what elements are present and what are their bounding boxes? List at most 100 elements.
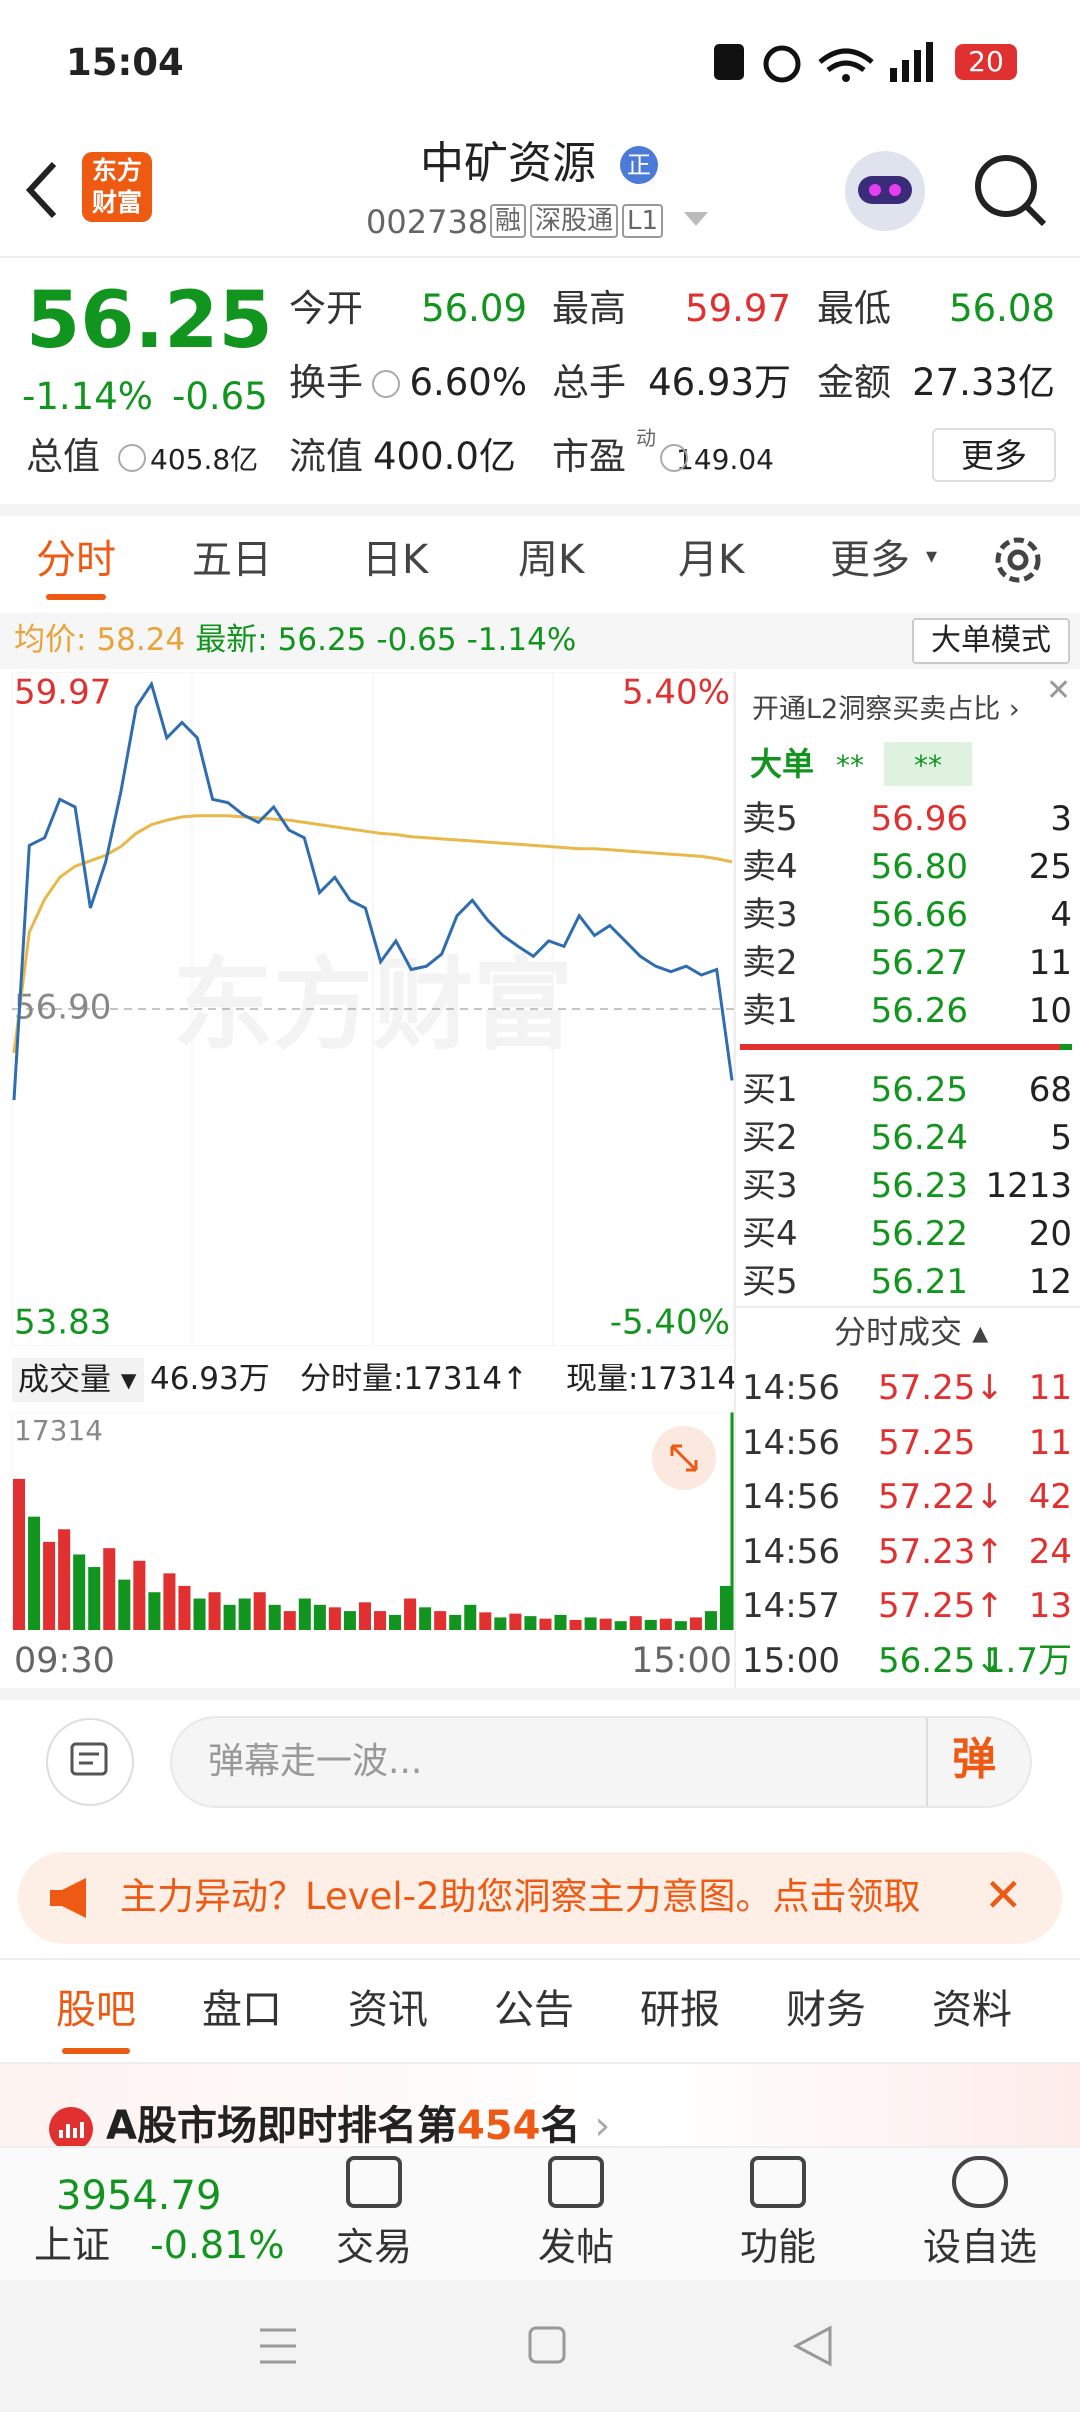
l2-link[interactable]: 开通L2洞察买卖占比 ›	[752, 694, 1020, 725]
section-tab[interactable]: 财务	[786, 1987, 866, 2033]
promo-banner[interactable]	[18, 1852, 1062, 1944]
period-tab[interactable]: 更多	[830, 537, 910, 583]
field-value: 149.04	[676, 443, 774, 476]
y-tick-label: 56.90	[14, 988, 111, 1028]
avg-label: 均价:	[14, 622, 87, 658]
volume-bar	[238, 1598, 251, 1630]
volume-bar	[464, 1604, 477, 1630]
promo-close[interactable]: ✕	[984, 1868, 1023, 1922]
volume-bar	[358, 1602, 371, 1630]
volume-bar	[434, 1611, 447, 1630]
info-icon	[372, 370, 400, 398]
book-divider	[740, 1044, 1072, 1050]
comment-settings[interactable]	[46, 1718, 134, 1806]
megaphone	[50, 1878, 86, 1918]
volume-bar	[509, 1613, 522, 1630]
field-value: 6.60%	[409, 361, 527, 404]
volume-label: 成交量	[18, 1362, 111, 1398]
book-price: 56.66	[870, 895, 968, 935]
book-price: 56.22	[870, 1214, 968, 1254]
rank-prefix: A股市场即时排名第	[106, 2103, 457, 2149]
book-price: 56.96	[870, 799, 968, 839]
volume-bar	[689, 1617, 702, 1630]
section-tab[interactable]: 公告	[494, 1987, 574, 2033]
trade-time: 14:56	[742, 1422, 840, 1463]
volume-bar	[223, 1604, 236, 1630]
period-tab[interactable]: 五日	[192, 537, 272, 583]
section-tab[interactable]: 资讯	[348, 1987, 428, 2033]
info-icon	[118, 444, 146, 472]
period-tab[interactable]: 分时	[36, 537, 116, 583]
book-label: 买2	[742, 1118, 798, 1158]
book-volume: 3	[1050, 799, 1072, 839]
nav-item[interactable]: 发帖	[537, 2225, 615, 2269]
rank[interactable]: A股市场即时排名第454名 ›	[106, 2103, 611, 2149]
field-label: 换手	[289, 361, 363, 404]
book-label: 买4	[742, 1214, 798, 1254]
section-tab[interactable]: 研报	[640, 1987, 720, 2033]
period-tab[interactable]: 日K	[362, 537, 429, 583]
volume-bar	[268, 1604, 281, 1630]
book-label: 卖3	[742, 895, 798, 935]
search-button[interactable]	[972, 152, 1048, 228]
average-line	[12, 814, 733, 1054]
nav-item[interactable]: 交易	[335, 2225, 413, 2269]
book-label: 买5	[742, 1262, 798, 1302]
status-icons	[714, 42, 933, 83]
field-value: 56.08	[949, 287, 1055, 330]
big-order-1: **	[836, 749, 864, 782]
avg: 58.24	[96, 622, 186, 658]
book-price: 56.21	[870, 1262, 968, 1302]
status-time: 15:04	[66, 41, 184, 84]
volume-bar	[208, 1592, 221, 1630]
book-label: 卖2	[742, 943, 798, 983]
volume-bar	[343, 1611, 356, 1630]
period-tab[interactable]: 周K	[518, 537, 585, 583]
dropdown[interactable]	[684, 212, 708, 228]
danmaku-button[interactable]: 弹	[952, 1734, 996, 1785]
book-volume: 5	[1050, 1118, 1072, 1158]
field-label: 总手	[552, 361, 626, 404]
section-tab[interactable]: 盘口	[202, 1987, 282, 2033]
trades-title: 分时成交 ▴	[834, 1313, 989, 1351]
section-tab[interactable]: 股吧	[56, 1987, 136, 2033]
section-tab[interactable]: 资料	[932, 1987, 1012, 2033]
app-logo[interactable]: 东方财富	[82, 152, 152, 222]
change-pct: -1.14%	[22, 375, 153, 418]
system-nav	[0, 2280, 1080, 2412]
mode-button[interactable]: 大单模式	[912, 618, 1070, 664]
volume-bar	[704, 1611, 717, 1630]
book-volume: 4	[1050, 895, 1072, 935]
latest-change: -0.65	[376, 622, 457, 658]
field-value: 46.93万	[648, 361, 791, 404]
info-icon	[660, 444, 688, 472]
volume-selector[interactable]: 成交量 ▾	[12, 1358, 144, 1402]
trade-time: 15:00	[742, 1641, 840, 1681]
nav-item[interactable]: 设自选	[922, 2225, 1038, 2269]
trade-price: 57.23↑	[878, 1531, 1004, 1572]
book-price: 56.27	[870, 943, 968, 983]
more-button[interactable]: 更多	[932, 428, 1056, 482]
index-value: 3954.79	[56, 2173, 222, 2219]
watermark: 东方财富	[173, 946, 573, 1063]
tag: L1	[622, 204, 664, 238]
close-l2[interactable]: ✕	[1046, 673, 1072, 708]
volume-bar	[404, 1598, 417, 1630]
book-price: 56.26	[870, 991, 968, 1031]
promo-text: 主力异动？Level-2助您洞察主力意图。点击领取	[120, 1878, 921, 1915]
settings-button[interactable]	[988, 530, 1048, 590]
assistant-avatar[interactable]	[840, 146, 930, 236]
volume-bar	[103, 1548, 116, 1630]
y-tick-label: 53.83	[14, 1303, 111, 1343]
back-button[interactable]	[22, 160, 62, 220]
book-price: 56.23	[870, 1166, 968, 1206]
field-label: 流值	[289, 435, 363, 478]
nav-item[interactable]: 功能	[739, 2225, 817, 2269]
volume-bar	[374, 1611, 387, 1630]
period-tab[interactable]: 月K	[678, 537, 745, 583]
pe-mark: 动	[636, 426, 656, 450]
tab-indicator	[46, 594, 106, 600]
volume-bar	[659, 1618, 672, 1630]
book-volume: 20	[1028, 1214, 1072, 1254]
comment-input[interactable]	[170, 1716, 1032, 1808]
